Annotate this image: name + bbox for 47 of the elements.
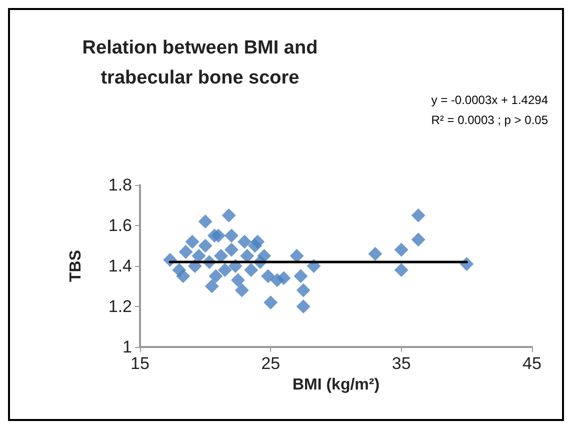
point bbox=[257, 248, 272, 263]
point bbox=[224, 242, 238, 257]
point bbox=[261, 269, 276, 284]
point bbox=[198, 238, 212, 253]
point bbox=[250, 234, 265, 249]
point bbox=[222, 208, 236, 222]
point bbox=[264, 295, 278, 310]
text: R² = 0.0003 ; p > 0.05 bbox=[431, 113, 548, 127]
point bbox=[296, 283, 310, 298]
point bbox=[234, 283, 249, 298]
point bbox=[176, 269, 190, 284]
point bbox=[185, 234, 200, 249]
point bbox=[368, 246, 382, 261]
x-axis-title: BMI (kg/m²) bbox=[292, 376, 380, 394]
point bbox=[240, 248, 254, 263]
point bbox=[214, 248, 228, 263]
y-tick-label: 1.6 bbox=[108, 216, 132, 235]
x-tick-label: 15 bbox=[130, 354, 150, 373]
point bbox=[218, 263, 232, 278]
x-tick-label: 35 bbox=[392, 354, 411, 373]
point bbox=[290, 248, 304, 263]
point bbox=[224, 228, 238, 243]
x-tick-label: 25 bbox=[261, 354, 280, 373]
point bbox=[198, 214, 212, 228]
y-tick-label: 1.4 bbox=[108, 256, 132, 276]
point bbox=[244, 263, 258, 278]
point bbox=[394, 263, 408, 278]
point bbox=[178, 244, 193, 259]
point bbox=[296, 300, 310, 314]
point bbox=[276, 271, 291, 286]
text: y = -0.0003x + 1.4294 bbox=[431, 93, 548, 107]
point bbox=[411, 232, 426, 247]
point bbox=[394, 242, 408, 257]
y-axis-title: TBS bbox=[68, 250, 84, 282]
point bbox=[192, 248, 206, 263]
point bbox=[294, 269, 308, 284]
point bbox=[208, 269, 223, 284]
chart-title: Relation between BMI and trabecular bone score bbox=[82, 38, 318, 88]
x-tick-label: 45 bbox=[522, 354, 542, 373]
point bbox=[204, 279, 219, 294]
y-tick-label: 1.2 bbox=[108, 297, 132, 316]
point bbox=[411, 208, 426, 222]
point bbox=[231, 273, 245, 288]
y-tick-label: 1.8 bbox=[108, 176, 132, 194]
point bbox=[211, 228, 226, 243]
y-tick-label: 1 bbox=[122, 338, 132, 356]
point bbox=[238, 234, 252, 249]
